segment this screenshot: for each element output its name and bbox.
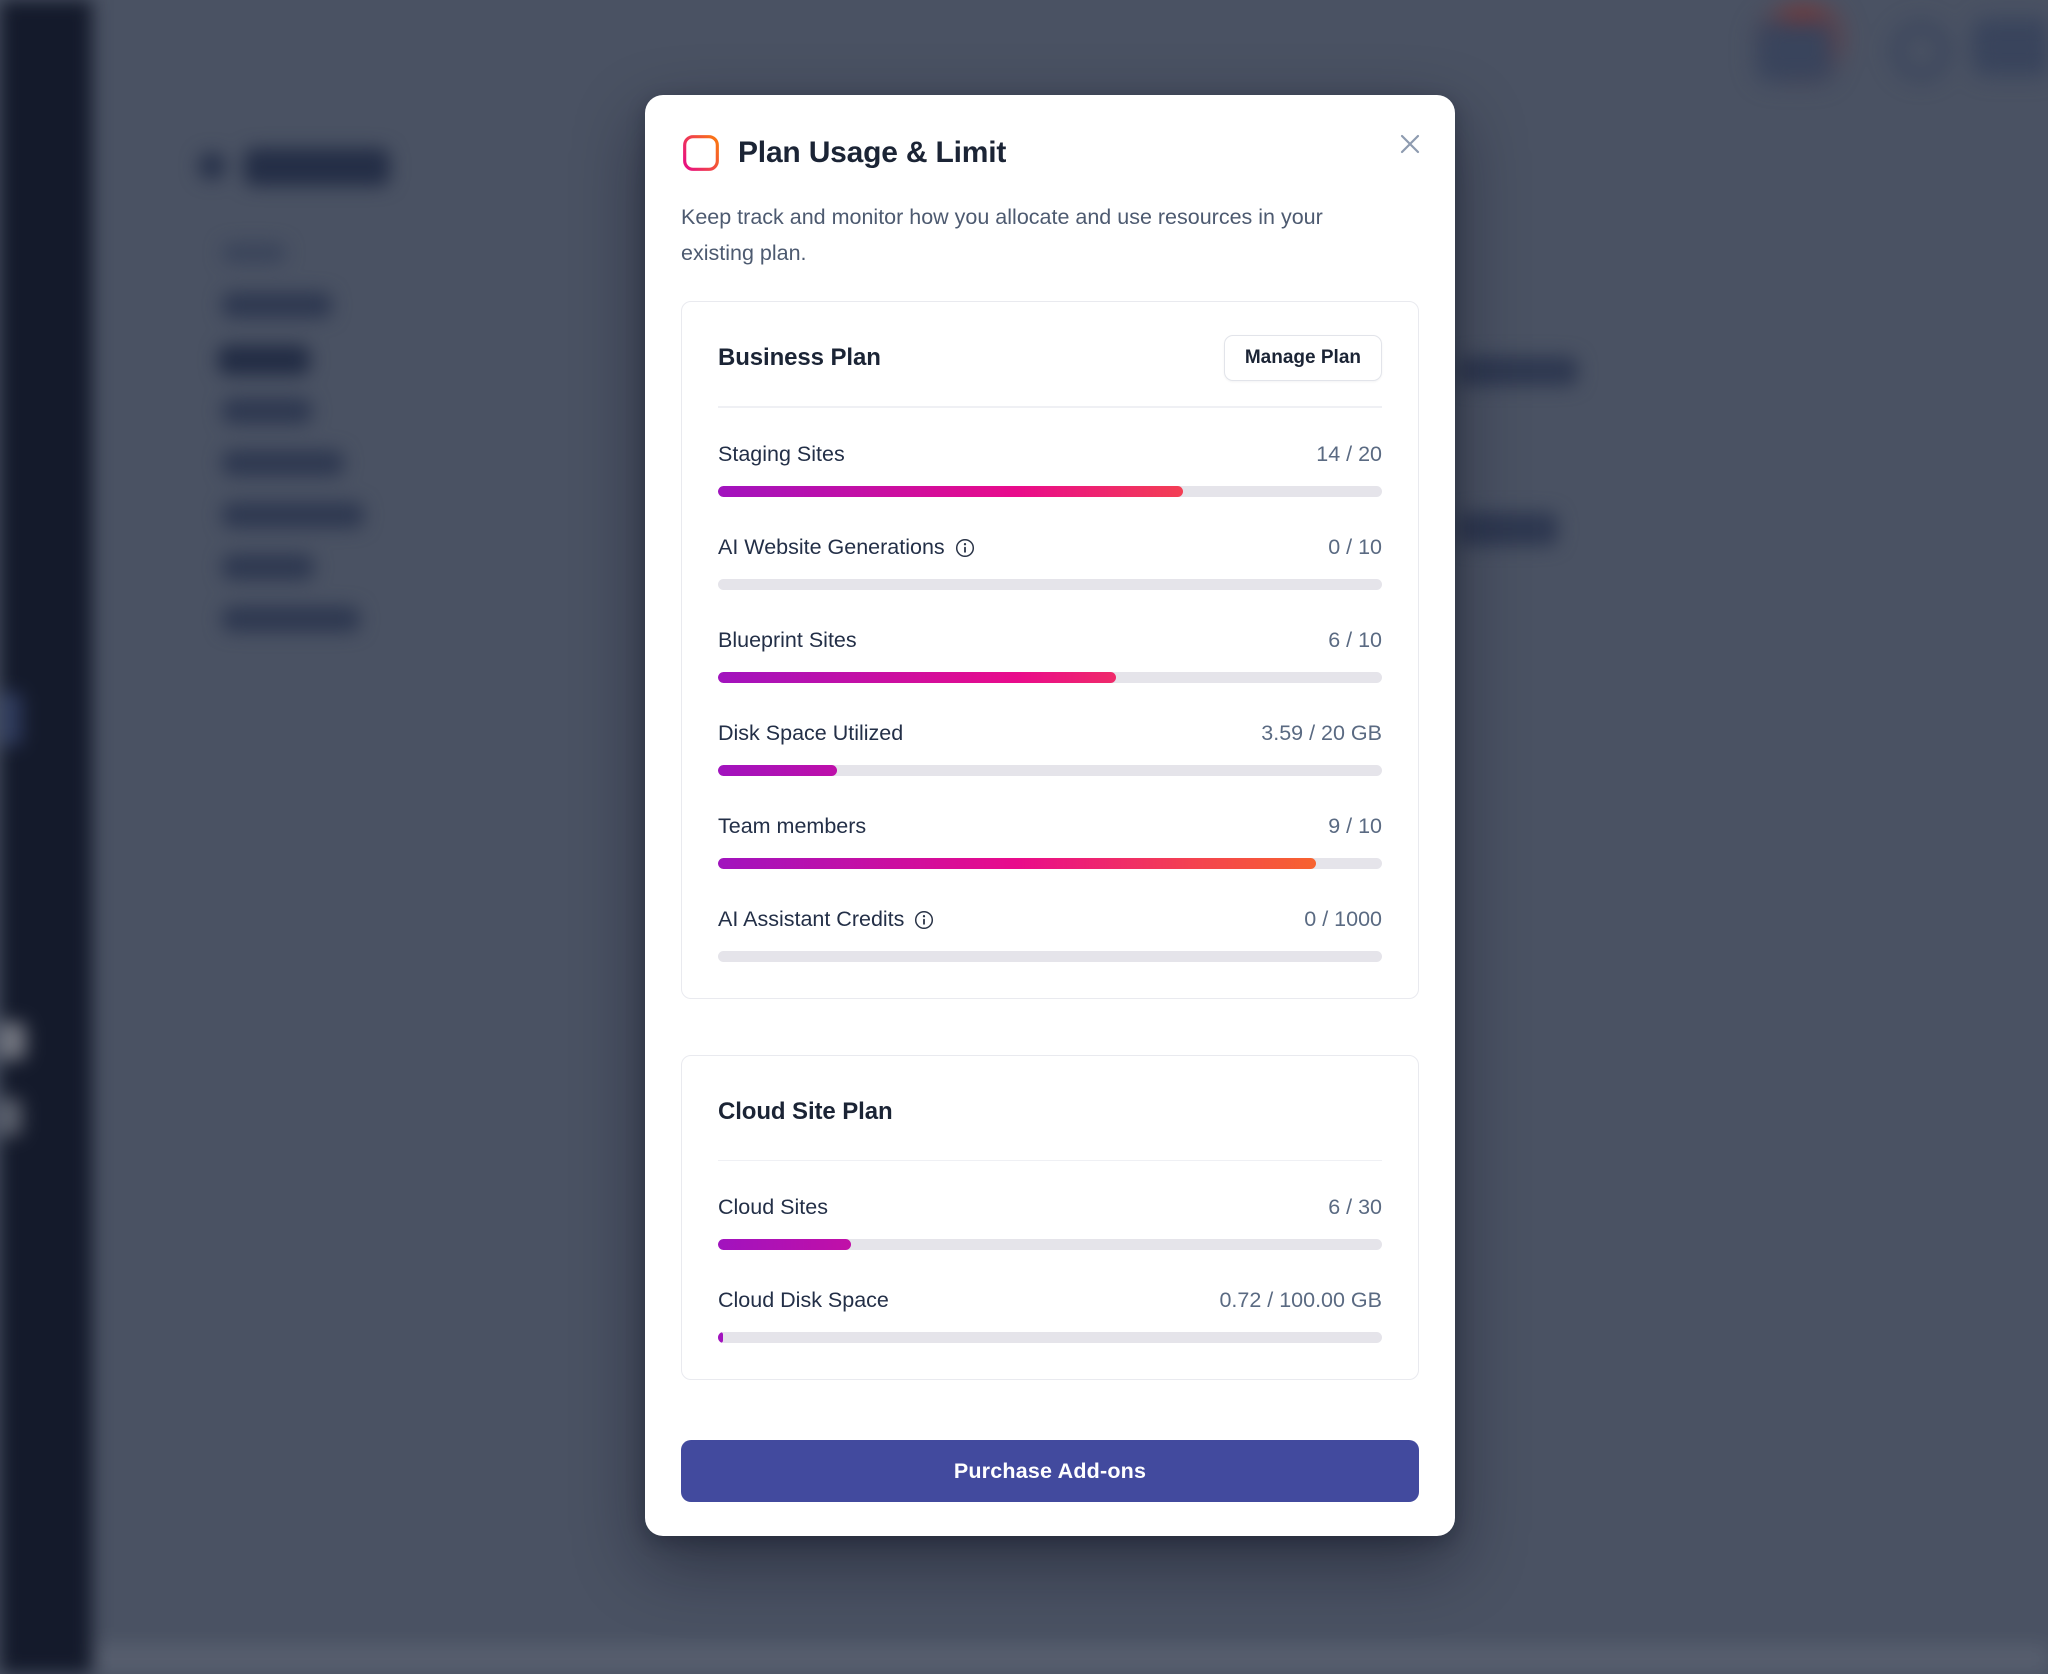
usage-label-text: AI Website Generations (718, 534, 945, 559)
usage-label-text: AI Assistant Credits (718, 906, 905, 931)
progress-fill (718, 1239, 851, 1250)
progress-fill (718, 671, 1117, 683)
usage-label: Cloud Sites (718, 1195, 828, 1220)
sidebar-item (0, 1098, 22, 1136)
close-icon (1400, 134, 1420, 154)
usage-value: 0 / 1000 (1304, 906, 1382, 931)
usage-value: 0.72 / 100.00 GB (1219, 1288, 1382, 1312)
progress-bar (718, 1239, 1382, 1250)
manage-plan-button[interactable]: Manage Plan (1223, 335, 1382, 381)
usage-label: Cloud Disk Space (718, 1288, 889, 1313)
usage-label: AI Assistant Credits (718, 907, 934, 932)
close-button[interactable] (1393, 127, 1427, 161)
bell-icon (1756, 20, 1834, 82)
avatar (1972, 18, 2048, 76)
usage-value: 0 / 10 (1328, 534, 1382, 559)
usage-row: Team members 9 / 10 (718, 814, 1382, 869)
menu-item-blurred (222, 450, 344, 476)
divider (718, 406, 1382, 408)
plan-card-cloud: Cloud Site Plan Cloud Sites 6 / 30 Cloud… (681, 1054, 1419, 1380)
usage-value: 3.59 / 20 GB (1261, 720, 1382, 745)
content-text-blurred (1458, 512, 1558, 546)
progress-bar (718, 578, 1382, 590)
plan-card-business: Business Plan Manage Plan Staging Sites … (681, 301, 1419, 999)
usage-value: 6 / 30 (1328, 1195, 1382, 1219)
usage-label-text: Cloud Disk Space (718, 1288, 889, 1312)
usage-row: AI Website Generations 0 / 10 (718, 535, 1382, 590)
modal-description: Keep track and monitor how you allocate … (681, 205, 1323, 265)
menu-item-blurred (222, 243, 286, 263)
usage-rows: Staging Sites 14 / 20 AI Website Generat… (718, 442, 1382, 962)
usage-row: Staging Sites 14 / 20 (718, 442, 1382, 497)
usage-label-text: Disk Space Utilized (718, 720, 904, 745)
progress-fill (718, 1332, 723, 1343)
bar-chart-icon (683, 135, 719, 171)
usage-label: Disk Space Utilized (718, 721, 903, 746)
sidebar-item (0, 1022, 26, 1060)
menu-item-blurred (222, 554, 314, 580)
progress-bar (718, 950, 1382, 962)
progress-bar (718, 764, 1382, 776)
purchase-addons-button[interactable]: Purchase Add-ons (681, 1440, 1419, 1502)
usage-label-text: Cloud Sites (718, 1195, 828, 1219)
usage-label: AI Website Generations (718, 535, 975, 560)
progress-bar (718, 1332, 1382, 1343)
usage-row: Cloud Sites 6 / 30 (718, 1195, 1382, 1250)
back-button-icon (198, 152, 226, 180)
info-icon[interactable] (914, 910, 934, 930)
usage-row: Blueprint Sites 6 / 10 (718, 628, 1382, 683)
progress-fill (718, 764, 838, 776)
progress-fill (718, 857, 1316, 869)
menu-item-blurred (218, 345, 310, 375)
menu-item-blurred (222, 292, 332, 318)
footer-bar (96, 1644, 2048, 1674)
info-icon[interactable] (955, 538, 975, 558)
divider (718, 1159, 1382, 1161)
usage-rows: Cloud Sites 6 / 30 Cloud Disk Space (718, 1195, 1382, 1343)
plan-usage-modal: Plan Usage & Limit Keep track and monito… (645, 95, 1455, 1536)
help-icon (1892, 22, 1950, 80)
usage-value: 14 / 20 (1316, 441, 1382, 466)
progress-bar (718, 671, 1382, 683)
plan-name: Cloud Site Plan (718, 1097, 893, 1125)
content-text-blurred (1458, 356, 1578, 386)
usage-label-text: Staging Sites (718, 441, 845, 466)
usage-label: Blueprint Sites (718, 628, 857, 653)
usage-label: Team members (718, 814, 866, 839)
progress-bar (718, 857, 1382, 869)
sidebar-active-item (0, 692, 22, 746)
modal-header: Plan Usage & Limit (681, 133, 1419, 173)
menu-item-blurred (222, 606, 360, 632)
usage-row: Cloud Disk Space 0.72 / 100.00 GB (718, 1288, 1382, 1343)
usage-row: AI Assistant Credits 0 / 1000 (718, 907, 1382, 962)
progress-fill (718, 485, 1183, 497)
modal-title: Plan Usage & Limit (738, 136, 1007, 169)
menu-item-blurred (222, 398, 312, 424)
usage-label-text: Team members (718, 813, 867, 838)
usage-value: 6 / 10 (1328, 627, 1382, 652)
progress-bar (718, 485, 1382, 497)
page-title-blurred (244, 148, 390, 186)
usage-row: Disk Space Utilized 3.59 / 20 GB (718, 721, 1382, 776)
usage-value: 9 / 10 (1328, 813, 1382, 838)
menu-item-blurred (222, 502, 364, 528)
usage-label: Staging Sites (718, 442, 845, 467)
plan-name: Business Plan (718, 344, 881, 371)
sidebar (0, 0, 92, 1674)
usage-label-text: Blueprint Sites (718, 627, 857, 652)
